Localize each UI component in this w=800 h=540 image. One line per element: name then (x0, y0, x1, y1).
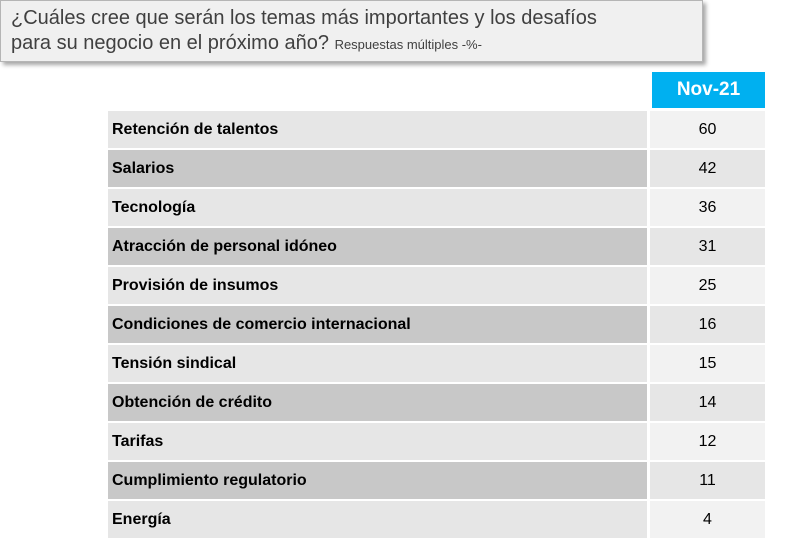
row-label: Tecnología (108, 189, 647, 226)
row-label: Atracción de personal idóneo (108, 228, 647, 265)
table-row: Retención de talentos 60 (108, 111, 765, 148)
row-label: Tensión sindical (108, 345, 647, 382)
row-label: Obtención de crédito (108, 384, 647, 421)
table-row: Condiciones de comercio internacional 16 (108, 306, 765, 343)
row-value: 31 (650, 228, 765, 265)
column-header-nov-21: Nov-21 (652, 72, 765, 108)
row-label: Cumplimiento regulatorio (108, 462, 647, 499)
row-value: 25 (650, 267, 765, 304)
row-value: 60 (650, 111, 765, 148)
row-value: 42 (650, 150, 765, 187)
row-label: Tarifas (108, 423, 647, 460)
row-value: 15 (650, 345, 765, 382)
table-row: Atracción de personal idóneo 31 (108, 228, 765, 265)
question-title-box: ¿Cuáles cree que serán los temas más imp… (0, 0, 703, 62)
row-label: Condiciones de comercio internacional (108, 306, 647, 343)
title-subtitle: Respuestas múltiples -%- (334, 37, 482, 52)
table-row: Energía 4 (108, 501, 765, 538)
row-value: 14 (650, 384, 765, 421)
row-label: Salarios (108, 150, 647, 187)
table-row: Salarios 42 (108, 150, 765, 187)
table-row: Tensión sindical 15 (108, 345, 765, 382)
row-value: 16 (650, 306, 765, 343)
row-value: 4 (650, 501, 765, 538)
results-table: Retención de talentos 60 Salarios 42 Tecnolo… (108, 111, 765, 540)
row-value: 36 (650, 189, 765, 226)
table-row: Provisión de insumos 25 (108, 267, 765, 304)
row-label: Retención de talentos (108, 111, 647, 148)
title-line-1: ¿Cuáles cree que serán los temas más imp… (11, 7, 597, 29)
title-line-2: para su negocio en el próximo año? Respu… (11, 31, 702, 57)
table-row: Obtención de crédito 14 (108, 384, 765, 421)
row-label: Energía (108, 501, 647, 538)
row-label: Provisión de insumos (108, 267, 647, 304)
table-row: Cumplimiento regulatorio 11 (108, 462, 765, 499)
title-line-2-text: para su negocio en el próximo año? (11, 32, 329, 54)
row-value: 12 (650, 423, 765, 460)
table-row: Tecnología 36 (108, 189, 765, 226)
row-value: 11 (650, 462, 765, 499)
table-row: Tarifas 12 (108, 423, 765, 460)
